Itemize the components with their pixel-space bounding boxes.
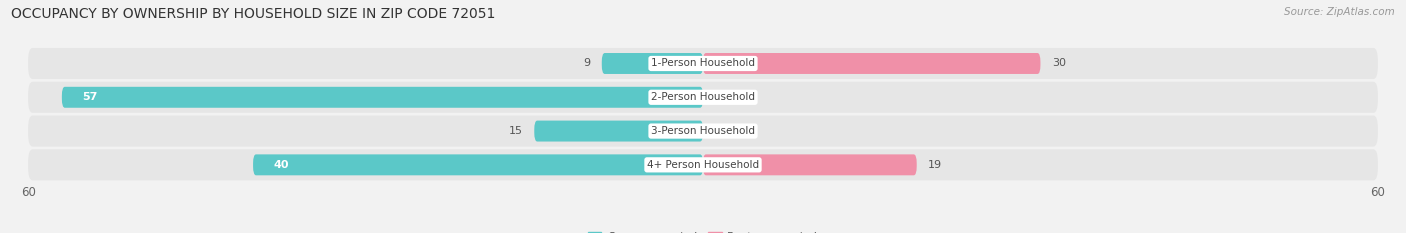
Text: OCCUPANCY BY OWNERSHIP BY HOUSEHOLD SIZE IN ZIP CODE 72051: OCCUPANCY BY OWNERSHIP BY HOUSEHOLD SIZE… bbox=[11, 7, 496, 21]
Text: 19: 19 bbox=[928, 160, 942, 170]
Text: 9: 9 bbox=[583, 58, 591, 69]
Text: 0: 0 bbox=[714, 126, 721, 136]
FancyBboxPatch shape bbox=[253, 154, 703, 175]
FancyBboxPatch shape bbox=[703, 53, 1040, 74]
FancyBboxPatch shape bbox=[703, 154, 917, 175]
Legend: Owner-occupied, Renter-occupied: Owner-occupied, Renter-occupied bbox=[583, 227, 823, 233]
Text: 2-Person Household: 2-Person Household bbox=[651, 92, 755, 102]
Text: 57: 57 bbox=[82, 92, 97, 102]
Text: 40: 40 bbox=[273, 160, 288, 170]
FancyBboxPatch shape bbox=[62, 87, 703, 108]
Text: 30: 30 bbox=[1052, 58, 1066, 69]
Text: 1-Person Household: 1-Person Household bbox=[651, 58, 755, 69]
FancyBboxPatch shape bbox=[28, 149, 1378, 180]
Text: 15: 15 bbox=[509, 126, 523, 136]
FancyBboxPatch shape bbox=[28, 116, 1378, 147]
FancyBboxPatch shape bbox=[28, 82, 1378, 113]
FancyBboxPatch shape bbox=[28, 48, 1378, 79]
FancyBboxPatch shape bbox=[534, 121, 703, 141]
Text: 0: 0 bbox=[714, 92, 721, 102]
FancyBboxPatch shape bbox=[602, 53, 703, 74]
Text: 4+ Person Household: 4+ Person Household bbox=[647, 160, 759, 170]
Text: 3-Person Household: 3-Person Household bbox=[651, 126, 755, 136]
Text: Source: ZipAtlas.com: Source: ZipAtlas.com bbox=[1284, 7, 1395, 17]
